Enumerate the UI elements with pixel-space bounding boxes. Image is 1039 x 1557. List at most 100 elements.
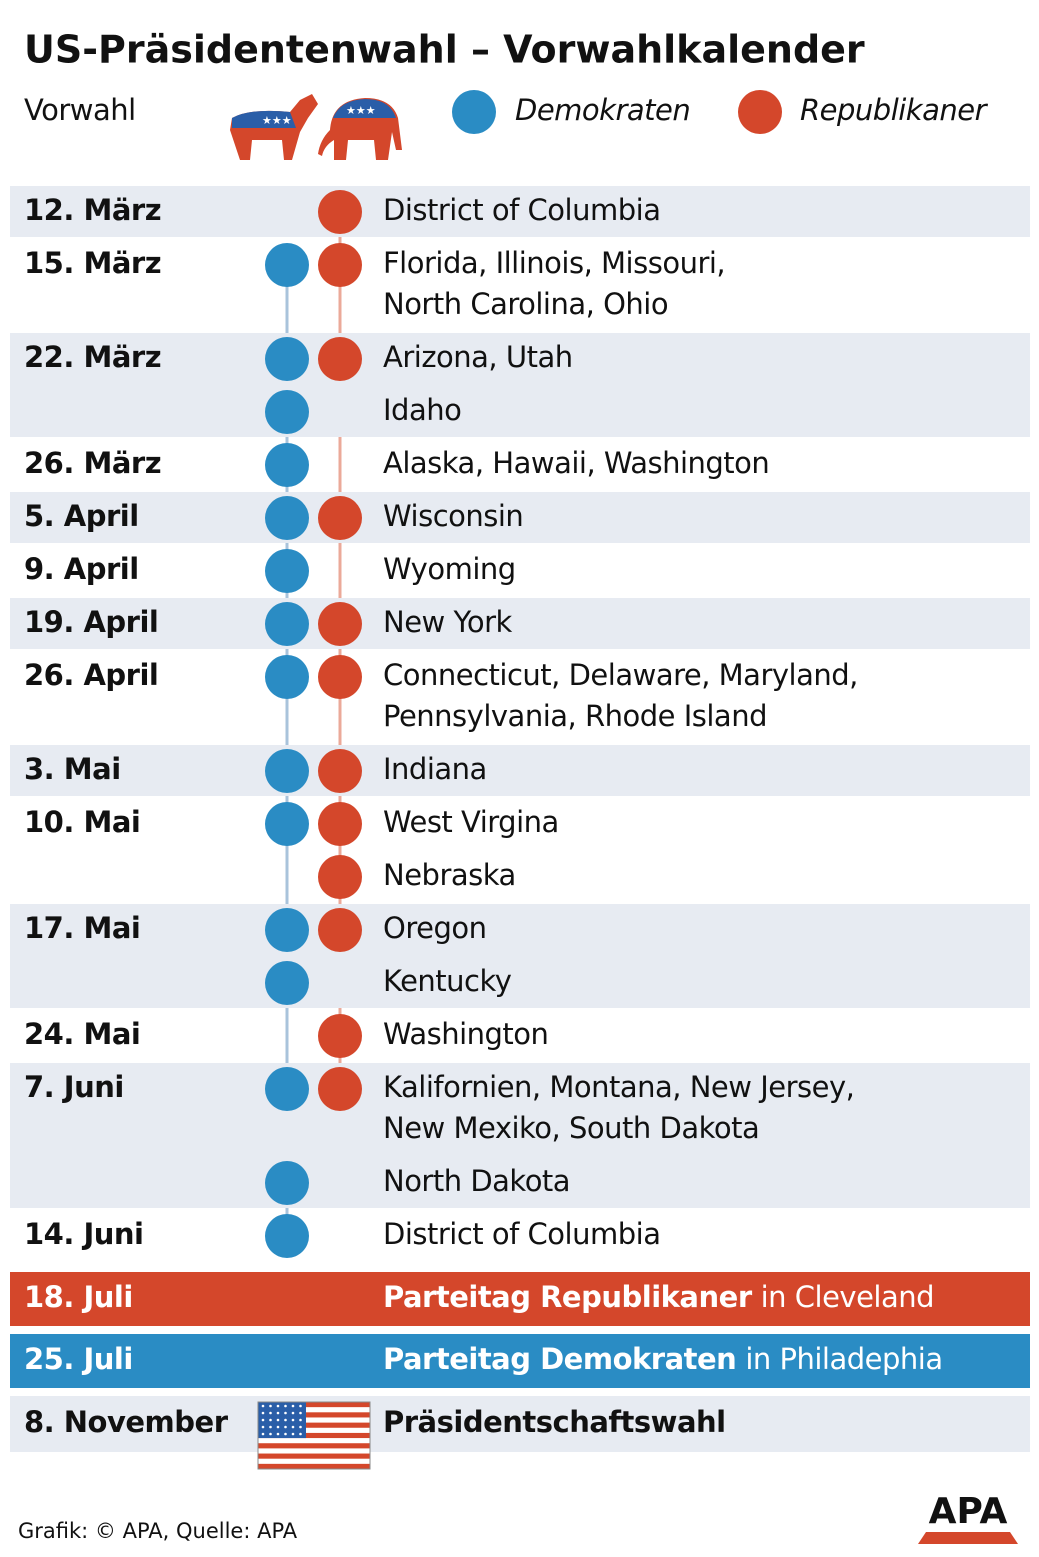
rep-dot — [318, 1067, 362, 1111]
star — [284, 1404, 287, 1408]
star — [261, 1411, 265, 1415]
date: 10. Mai — [24, 805, 140, 839]
dem-dot — [265, 655, 309, 699]
convention-date: 18. Juli — [24, 1280, 133, 1314]
states: New York — [383, 605, 513, 639]
date: 3. Mai — [24, 752, 121, 786]
convention-date: 25. Juli — [24, 1342, 133, 1376]
stripe — [258, 1422, 370, 1429]
convention-bold: Parteitag Demokraten — [383, 1342, 736, 1376]
states: District of Columbia — [383, 193, 660, 227]
stripe — [258, 1427, 370, 1434]
convention-rest: in Cleveland — [761, 1280, 934, 1314]
dem-dot — [265, 390, 309, 434]
stripe — [258, 1407, 370, 1413]
star — [276, 1418, 280, 1422]
rep-dot — [318, 496, 362, 540]
date: 5. April — [24, 499, 139, 533]
states: Kalifornien, Montana, New Jersey, — [383, 1070, 854, 1104]
dem-dot — [265, 749, 309, 793]
dem-dot — [265, 908, 309, 952]
row-bg — [10, 333, 1030, 437]
dem-dot — [265, 802, 309, 846]
canton — [258, 1402, 306, 1439]
star — [261, 1425, 265, 1429]
dem-dot — [265, 549, 309, 593]
stripe — [258, 1438, 370, 1444]
star — [284, 1432, 287, 1436]
star — [291, 1411, 295, 1415]
rep-dot — [318, 190, 362, 234]
election-bg — [10, 1396, 1030, 1452]
states: New Mexiko, South Dakota — [383, 1111, 759, 1145]
date: 12. März — [24, 193, 161, 227]
star — [284, 1411, 287, 1415]
star — [276, 1411, 280, 1415]
date: 9. April — [24, 552, 139, 586]
star — [269, 1432, 272, 1436]
star — [261, 1432, 265, 1436]
states: North Carolina, Ohio — [383, 287, 668, 321]
legend-dot-rep — [738, 90, 782, 134]
election-date: 8. November — [24, 1405, 229, 1439]
states: Alaska, Hawaii, Washington — [383, 446, 769, 480]
rep-dot — [318, 243, 362, 287]
star — [276, 1404, 280, 1408]
convention-bar — [10, 1334, 1030, 1388]
rep-dot — [318, 1014, 362, 1058]
states: Idaho — [383, 393, 461, 427]
dem-dot — [265, 1067, 309, 1111]
stripe — [258, 1463, 370, 1470]
states: Florida, Illinois, Missouri, — [383, 246, 725, 280]
stripe — [258, 1432, 370, 1439]
star — [284, 1425, 287, 1429]
stripe — [258, 1402, 370, 1408]
date: 26. März — [24, 446, 161, 480]
states: Arizona, Utah — [383, 340, 573, 374]
row-bg — [10, 745, 1030, 796]
date: 22. März — [24, 340, 161, 374]
states: Pennsylvania, Rhode Island — [383, 699, 767, 733]
convention-text: Parteitag Demokraten in Philadephia — [383, 1342, 943, 1376]
stripe — [258, 1458, 370, 1465]
states: Oregon — [383, 911, 486, 945]
states: Washington — [383, 1017, 548, 1051]
rep-dot — [318, 602, 362, 646]
star — [269, 1411, 272, 1415]
date: 19. April — [24, 605, 158, 639]
star — [299, 1418, 302, 1422]
date: 7. Juni — [24, 1070, 124, 1104]
star — [276, 1432, 280, 1436]
star — [291, 1432, 295, 1436]
row-bg — [10, 186, 1030, 237]
star — [261, 1404, 265, 1408]
stripe — [258, 1412, 370, 1418]
convention-bold: Parteitag Republikaner — [383, 1280, 753, 1314]
star — [299, 1404, 302, 1408]
star — [291, 1404, 295, 1408]
stripe — [258, 1453, 370, 1459]
row-bg — [10, 904, 1030, 1008]
convention-bar — [10, 1272, 1030, 1326]
legend-dem: Demokraten — [515, 93, 690, 127]
dem-dot — [265, 337, 309, 381]
dem-dot — [265, 1161, 309, 1205]
date: 17. Mai — [24, 911, 140, 945]
stars: ★★★ — [262, 114, 292, 127]
star — [261, 1418, 265, 1422]
convention-rest: in Philadephia — [745, 1342, 942, 1376]
star — [299, 1411, 302, 1415]
election-text: Präsidentschaftswahl — [383, 1405, 726, 1439]
stripe — [258, 1448, 370, 1454]
stripe — [258, 1443, 370, 1449]
dem-dot — [265, 243, 309, 287]
elephant-icon: ★★★ — [318, 98, 402, 160]
dem-dot — [265, 1214, 309, 1258]
star — [276, 1425, 280, 1429]
star — [269, 1404, 272, 1408]
states: District of Columbia — [383, 1217, 660, 1251]
stars: ★★★ — [346, 104, 376, 117]
date: 15. März — [24, 246, 161, 280]
logo: APA — [929, 1491, 1008, 1532]
states: West Virgina — [383, 805, 559, 839]
